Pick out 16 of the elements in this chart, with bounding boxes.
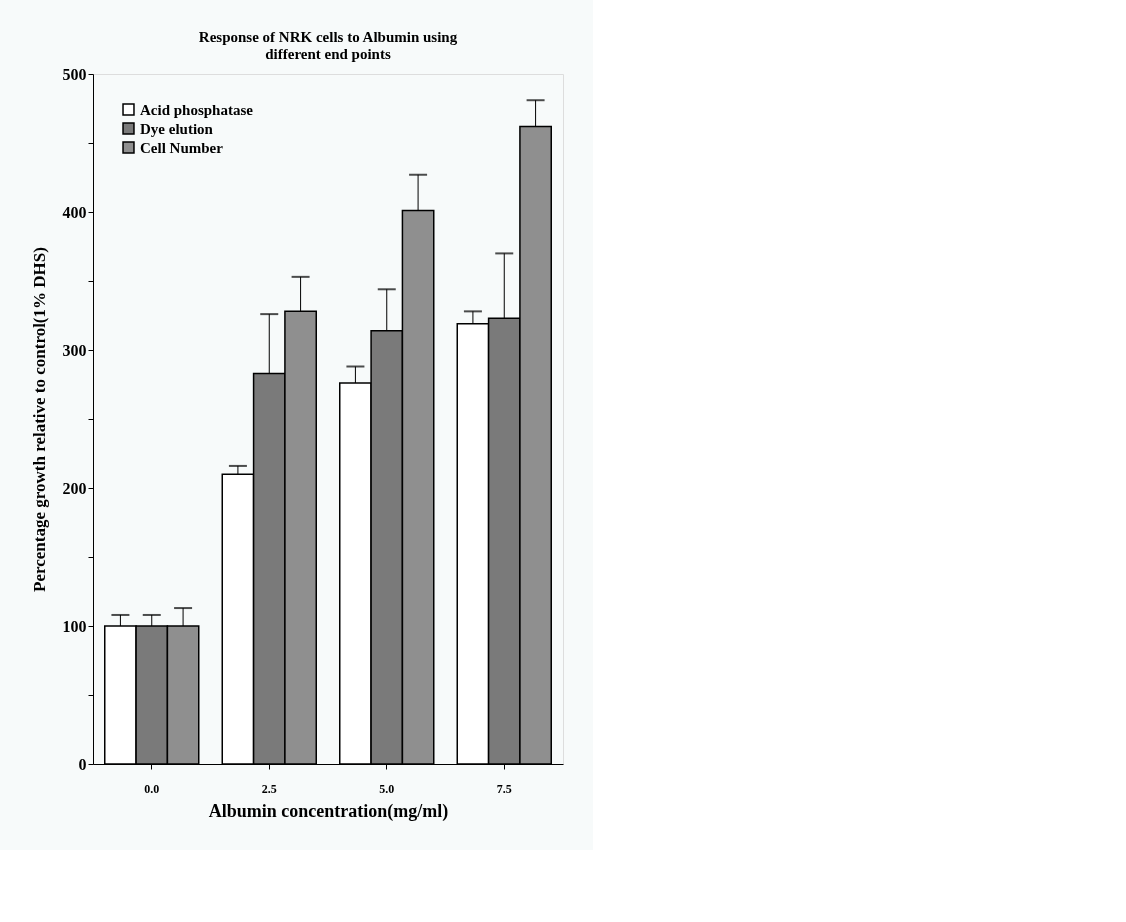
x-tick-label: 5.0 bbox=[379, 781, 395, 796]
x-tick-label: 0.0 bbox=[144, 781, 160, 796]
y-tick-label: 100 bbox=[62, 617, 87, 635]
y-tick-label: 300 bbox=[62, 341, 87, 359]
legend-label: Dye elution bbox=[140, 120, 214, 137]
y-axis-title: Percentage growth relative to control(1% DHS) bbox=[29, 247, 49, 592]
x-axis-title: Albumin concentration(mg/ml) bbox=[208, 800, 449, 822]
x-tick-label: 2.5 bbox=[261, 781, 277, 796]
y-tick-label: 500 bbox=[62, 65, 87, 83]
x-tick-label: 7.5 bbox=[496, 781, 512, 796]
y-tick-label: 200 bbox=[62, 479, 87, 497]
y-tick-label: 400 bbox=[62, 203, 87, 221]
chart-title: Response of NRK cells to Albumin using different end points bbox=[198, 29, 458, 62]
legend-label: Cell Number bbox=[140, 139, 224, 156]
y-tick-label: 0 bbox=[78, 755, 87, 773]
legend-label: Acid phosphatase bbox=[140, 101, 254, 118]
